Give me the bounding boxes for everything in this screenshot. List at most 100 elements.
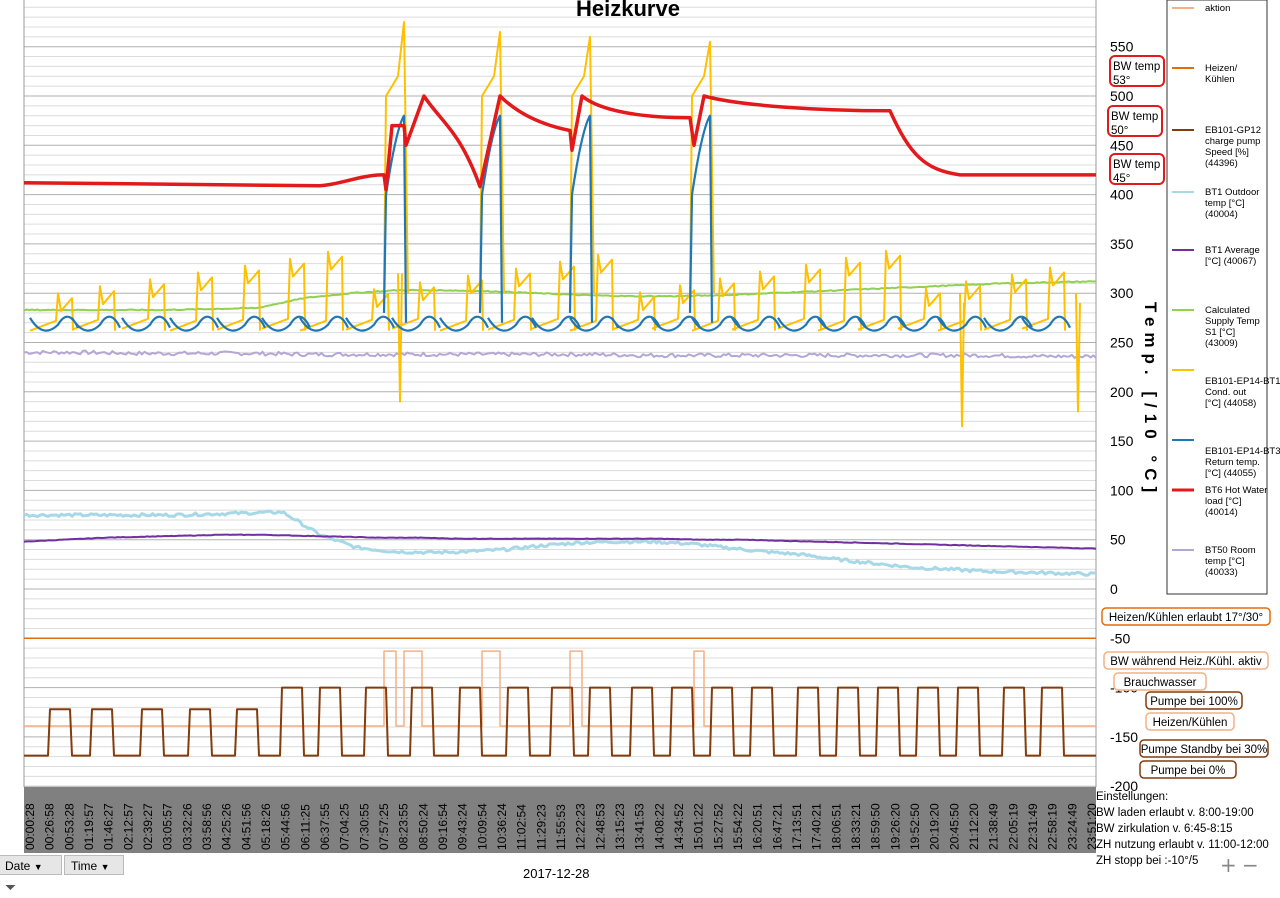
x-tick-label: 22:05:19 [1006, 803, 1020, 850]
x-tick-label: 17:13:51 [790, 803, 804, 850]
x-tick-label: 14:08:22 [652, 803, 666, 850]
x-tick-label: 05:44:56 [279, 803, 293, 850]
x-tick-label: 04:51:56 [239, 803, 253, 850]
date-filter-label: Date [5, 859, 31, 873]
legend-callout-box [1139, 739, 1269, 758]
x-tick-label: 20:19:20 [928, 803, 942, 850]
x-tick-label: 08:23:55 [397, 803, 411, 850]
legend-entry: EB101-EP14-BT12 Cond. out [°C] (44058) [1205, 376, 1280, 409]
y-tick-label: 200 [1110, 384, 1134, 400]
legend-entry: Calculated Supply Temp S1 [°C] (43009) [1205, 305, 1260, 349]
legend-entry: Heizen/Kühlen [1205, 63, 1238, 85]
series-aktion [24, 650, 1096, 727]
y-tick-label: 400 [1110, 187, 1134, 203]
x-tick-label: 15:54:22 [731, 803, 745, 850]
y-tick-label: -200 [1110, 778, 1138, 794]
zoom-out-button[interactable]: − [1242, 853, 1259, 877]
x-tick-label: 21:38:49 [987, 803, 1001, 850]
series-charge-pump-speed [24, 686, 1096, 757]
x-tick-label: 00:26:58 [43, 803, 57, 850]
bw-temp-callout-label: 53° [1113, 75, 1130, 87]
settings-line: BW zirkulation v. 6:45-8:15 [1096, 823, 1233, 835]
x-tick-label: 09:43:24 [456, 803, 470, 850]
legend-callout-box [1113, 672, 1207, 691]
x-tick-label: 22:31:49 [1026, 803, 1040, 850]
x-tick-label: 12:22:23 [574, 803, 588, 850]
x-tick-label: 02:39:27 [141, 803, 155, 850]
x-tick-label: 18:06:51 [829, 803, 843, 850]
dropdown-arrow-icon: ▼ [100, 862, 110, 872]
settings-line: BW laden erlaubt v. 8:00-19:00 [1096, 807, 1254, 819]
bw-temp-callout [1109, 153, 1165, 185]
x-tick-label: 13:15:23 [613, 803, 627, 850]
bw-temp-callout-label: BW temp [1113, 61, 1160, 73]
bw-temp-callout [1109, 55, 1165, 87]
zoom-in-button[interactable]: + [1220, 853, 1237, 877]
y-tick-label: 300 [1110, 285, 1134, 301]
x-tick-label: 15:27:52 [711, 803, 725, 850]
y-tick-label: 50 [1110, 532, 1126, 548]
legend-callout-box [1103, 651, 1269, 670]
bw-temp-callout [1107, 105, 1163, 137]
y-tick-label: 100 [1110, 482, 1134, 498]
legend-entry: EB101-EP14-BT3 Return temp. [°C] (44055) [1205, 446, 1280, 479]
legend-callout-box [1101, 607, 1271, 626]
x-tick-label: 03:32:26 [180, 803, 194, 850]
x-tick-label: 20:45:50 [947, 803, 961, 850]
y-tick-label: 150 [1110, 433, 1134, 449]
y-tick-label: -50 [1110, 630, 1130, 646]
settings-line: ZH nutzung erlaubt v. 11:00-12:00 [1096, 839, 1269, 851]
x-tick-label: 23:24:49 [1065, 803, 1079, 850]
y-tick-label: 450 [1110, 137, 1134, 153]
series-hot-water-load [23, 94, 1096, 192]
series-calculated-supply [23, 280, 1097, 312]
legend-entry: BT6 Hot Water load [°C] (40014) [1205, 485, 1267, 518]
y-tick-label: 550 [1110, 39, 1134, 55]
series-bt1-average [23, 533, 1097, 550]
legend-box [1166, 0, 1268, 595]
time-filter-button[interactable]: Time ▼ [64, 855, 124, 875]
chart-title: Heizkurve [576, 0, 680, 21]
series-bt50-room-temp [23, 349, 1097, 359]
x-tick-label: 11:02:54 [515, 804, 529, 850]
x-tick-label: 04:25:26 [220, 803, 234, 850]
x-tick-label: 02:12:57 [121, 803, 135, 850]
y-tick-label: 0 [1110, 581, 1118, 597]
x-tick-label: 03:05:57 [161, 803, 175, 850]
legend-entry: BT1 Average [°C] (40067) [1205, 245, 1260, 267]
y-tick-label: -150 [1110, 729, 1138, 745]
x-tick-label: 07:30:55 [357, 803, 371, 850]
x-tick-label: 14:34:52 [672, 803, 686, 850]
x-tick-label: 00:00:28 [23, 803, 37, 850]
x-tick-label: 01:46:27 [102, 803, 116, 850]
x-tick-label: 10:09:54 [475, 803, 489, 850]
legend-callout-box [1145, 712, 1235, 731]
x-axis-band [24, 787, 1096, 853]
x-tick-label: 11:55:53 [554, 804, 568, 850]
x-tick-label: 15:01:22 [692, 803, 706, 850]
y-tick-label: 250 [1110, 335, 1134, 351]
x-tick-label: 03:58:56 [200, 803, 214, 850]
x-tick-label: 18:33:21 [849, 803, 863, 850]
bw-temp-callout-label: 45° [1113, 173, 1130, 185]
legend-entry: EB101-GP12 charge pump Speed [%] (44396) [1205, 125, 1261, 169]
filter-icon: ⏷ [5, 879, 17, 895]
x-tick-label: 17:40:21 [810, 803, 824, 850]
y-tick-label: 500 [1110, 88, 1134, 104]
date-filter-button[interactable]: Date ▼ ⏷ [0, 855, 62, 895]
legend-callout-box [1139, 760, 1237, 779]
bw-temp-callout-label: BW temp [1111, 111, 1158, 123]
legend-entry: aktion [1205, 3, 1230, 14]
legend-callout-box [1145, 691, 1243, 710]
legend-callout-label: Pumpe bei 100% [1150, 696, 1238, 708]
x-tick-label: 01:19:57 [82, 803, 96, 850]
series-cond-out [29, 21, 1081, 428]
bw-temp-callout-label: 50° [1111, 125, 1128, 137]
x-tick-label: 23:51:20 [1085, 803, 1099, 850]
date-axis-label: 2017-12-28 [523, 866, 590, 881]
x-tick-label: 08:50:24 [416, 803, 430, 850]
y-tick-label: 350 [1110, 236, 1134, 252]
x-tick-label: 16:20:51 [751, 803, 765, 850]
legend-entry: BT1 Outdoor temp [°C] (40004) [1205, 187, 1259, 220]
